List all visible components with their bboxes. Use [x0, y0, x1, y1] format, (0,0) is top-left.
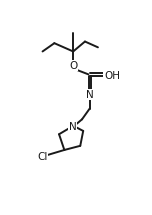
Text: O: O — [69, 61, 77, 71]
Text: N: N — [69, 122, 76, 132]
Text: N: N — [86, 89, 93, 100]
Text: Cl: Cl — [37, 152, 48, 162]
Text: OH: OH — [104, 71, 120, 81]
